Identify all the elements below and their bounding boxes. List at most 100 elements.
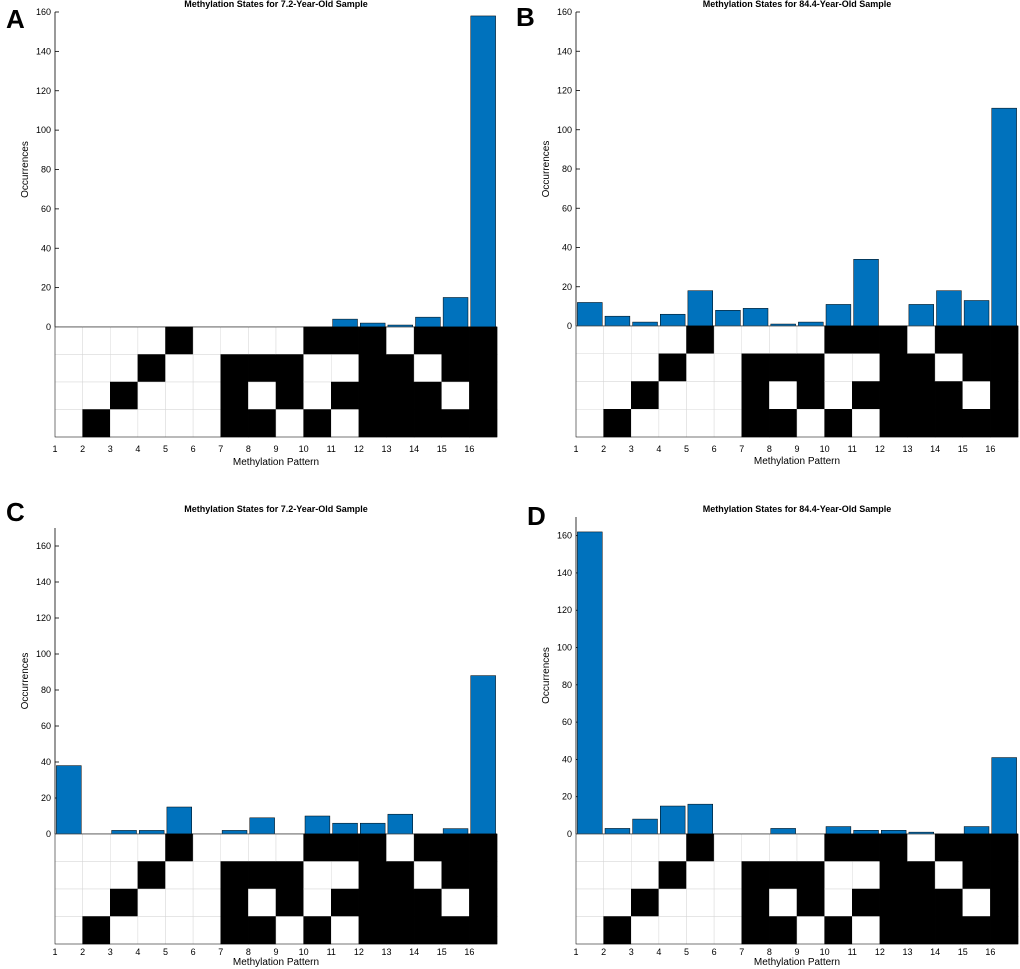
y-tick-label: 20 [41,793,51,803]
x-tick-label: 3 [629,444,634,454]
pattern-cell [441,326,470,355]
x-tick-label: 4 [656,444,661,454]
pattern-cell [82,861,111,890]
pattern-cell [990,888,1019,917]
pattern-matrix-frame [575,833,1019,945]
pattern-cell [879,353,908,382]
x-tick-label: 12 [354,444,364,454]
pattern-cell [303,326,332,355]
pattern-cell [165,381,194,410]
bar-pattern-8 [770,828,796,835]
pattern-cell [796,353,825,382]
x-tick-label: 3 [108,947,113,957]
y-tick-label: 100 [557,643,572,653]
pattern-cell [165,833,194,862]
pattern-cell [686,381,715,410]
pattern-cell [331,381,360,410]
pattern-cell [907,861,936,890]
pattern-cell [220,861,249,890]
pattern-cell [331,354,360,383]
pattern-cell [852,833,881,862]
pattern-cell [303,381,332,410]
x-tick-label: 16 [985,947,995,957]
pattern-cell [631,409,660,438]
y-tick-label: 60 [41,721,51,731]
y-tick-label: 0 [46,322,51,332]
bar-pattern-16 [470,15,496,328]
bar-pattern-5 [687,290,713,327]
pattern-cell [741,861,770,890]
pattern-cell [413,326,442,355]
pattern-cell [441,888,470,917]
pattern-cell [275,861,304,890]
x-tick-label: 10 [299,444,309,454]
pattern-cell [658,353,687,382]
pattern-cell [603,916,632,945]
pattern-cell [110,326,139,355]
pattern-cell [686,916,715,945]
pattern-cell [275,354,304,383]
pattern-cell [220,888,249,917]
pattern-cell [441,833,470,862]
chart-panel-a: A Methylation States for 7.2-Year-Old Sam… [6,0,498,468]
pattern-cell [796,916,825,945]
pattern-cell [962,888,991,917]
pattern-cell [713,888,742,917]
y-tick-label: 20 [41,283,51,293]
pattern-cell [331,326,360,355]
pattern-cell [469,326,498,355]
pattern-cell [658,916,687,945]
x-tick-label: 9 [794,947,799,957]
pattern-cell [686,888,715,917]
x-tick-label: 15 [958,444,968,454]
pattern-cell [110,861,139,890]
x-tick-label: 13 [381,444,391,454]
pattern-cell [110,833,139,862]
y-tick-label: 20 [562,792,572,802]
pattern-cell [441,381,470,410]
pattern-cell [275,916,304,945]
pattern-cell [824,888,853,917]
pattern-cell [879,325,908,354]
pattern-cell [990,353,1019,382]
pattern-cell [796,409,825,438]
bar-pattern-3 [632,818,658,835]
pattern-cell [907,888,936,917]
x-tick-label: 16 [464,947,474,957]
pattern-cell [54,916,83,945]
y-tick-label: 120 [36,86,51,96]
bar-pattern-9 [798,321,824,327]
pattern-cell [54,326,83,355]
pattern-cell [879,861,908,890]
pattern-cell [852,916,881,945]
bar-pattern-3 [111,830,137,835]
pattern-cell [54,409,83,438]
pattern-cell [303,354,332,383]
x-tick-label: 6 [191,947,196,957]
pattern-cell [165,354,194,383]
x-tick-label: 7 [739,947,744,957]
pattern-cell [852,353,881,382]
x-tick-label: 6 [191,444,196,454]
pattern-cell [165,861,194,890]
pattern-cell [110,354,139,383]
x-tick-label: 11 [327,947,336,957]
pattern-cell [713,916,742,945]
pattern-cell [631,325,660,354]
y-tick-label: 100 [36,649,51,659]
bar-pattern-10 [825,826,852,835]
pattern-cell [358,409,387,438]
x-tick-label: 2 [601,444,606,454]
pattern-cell [824,325,853,354]
pattern-cell [275,888,304,917]
y-tick-label: 20 [562,282,572,292]
pattern-cell [741,353,770,382]
pattern-cell [192,326,221,355]
pattern-cell [441,916,470,945]
pattern-cell [603,833,632,862]
chart-panel-d: D Methylation States for 84.4-Year-Old Sa… [527,501,1019,968]
x-tick-label: 13 [902,444,912,454]
x-tick-label: 9 [794,444,799,454]
x-axis-label: Methylation Pattern [754,456,840,467]
y-tick-label: 0 [567,321,572,331]
